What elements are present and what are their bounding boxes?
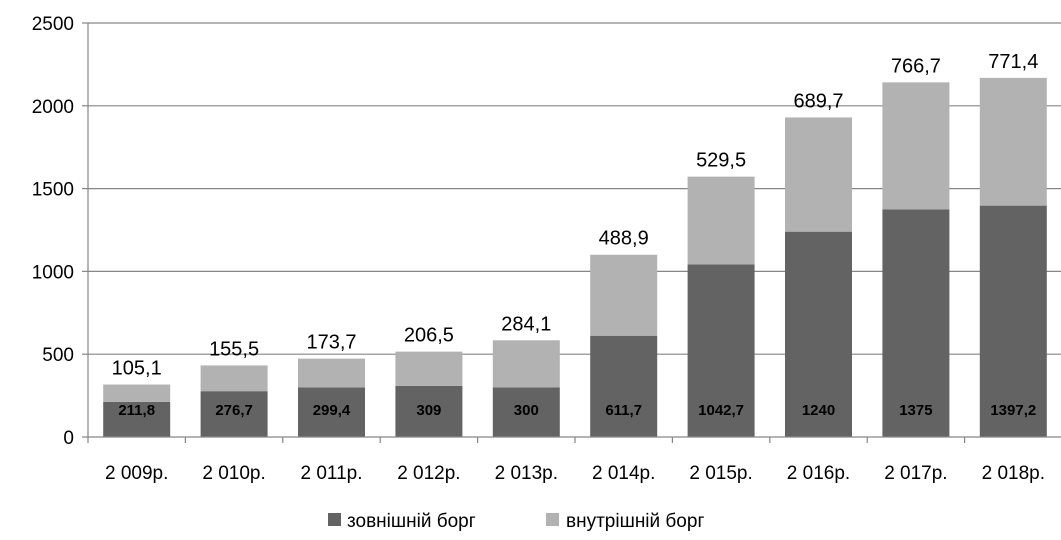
y-axis-tick-labels: 0 500 1000 1500 2000 2500 [32, 14, 74, 449]
x-tick-label: 2 010р. [202, 463, 265, 484]
data-label-external: 309 [416, 402, 441, 419]
data-label-internal: 529,5 [696, 150, 746, 172]
legend-swatch-internal [546, 513, 559, 526]
bar-external-debt [200, 391, 268, 437]
data-label-internal: 105,1 [112, 358, 162, 380]
legend: зовнішній борг внутрішній борг [328, 511, 704, 532]
bar-internal-debt [492, 340, 560, 388]
x-tick-label: 2 016р. [787, 463, 850, 484]
data-label-external: 300 [514, 402, 539, 419]
bar-external-debt [298, 387, 365, 437]
bar-internal-debt [590, 254, 658, 336]
bar-internal-debt [298, 358, 365, 388]
data-label-external: 1042,7 [698, 402, 744, 419]
data-label-external: 211,8 [118, 402, 155, 419]
x-tick-label: 2 014р. [592, 463, 655, 484]
bar-internal-debt [103, 384, 171, 402]
bars [103, 77, 1047, 437]
x-tick-label: 2 015р. [689, 463, 752, 484]
y-tick-label: 1500 [32, 180, 74, 201]
bar-external-debt [492, 387, 560, 437]
data-label-internal: 206,5 [404, 325, 454, 347]
data-label-internal: 488,9 [599, 228, 649, 250]
bar-internal-debt [395, 351, 463, 386]
bar-external-debt [882, 209, 950, 437]
data-label-internal: 284,1 [501, 313, 551, 335]
y-tick-label: 2000 [32, 97, 74, 118]
y-tick-label: 0 [63, 428, 74, 449]
data-label-internal: 771,4 [988, 51, 1038, 73]
legend-label-internal: внутрішній борг [566, 511, 704, 532]
data-labels: 211,8 105,1 276,7 155,5 299,4 173,7 309 206,5 30… [112, 51, 1039, 419]
bar-internal-debt [687, 176, 755, 265]
data-label-external: 276,7 [215, 402, 253, 419]
data-label-external: 611,7 [605, 402, 642, 419]
x-tick-label: 2 018р. [982, 463, 1045, 484]
bar-internal-debt [979, 77, 1047, 206]
bar-external-debt [785, 231, 852, 437]
x-tick-label: 2 011р. [301, 463, 363, 484]
bar-internal-debt [200, 365, 268, 392]
x-tick-label: 2 012р. [397, 463, 460, 484]
bar-external-debt [687, 264, 755, 437]
data-label-external: 1240 [802, 402, 835, 419]
data-label-internal: 155,5 [209, 338, 259, 360]
axes [82, 22, 1061, 443]
y-tick-label: 2500 [32, 14, 74, 35]
data-label-internal: 173,7 [306, 332, 356, 354]
legend-swatch-external [328, 513, 341, 526]
legend-label-external: зовнішній борг [347, 511, 476, 532]
data-label-external: 1375 [899, 402, 932, 419]
bar-internal-debt [882, 82, 950, 210]
bar-external-debt [590, 335, 658, 437]
data-label-internal: 689,7 [793, 90, 843, 112]
bar-external-debt [979, 205, 1047, 437]
x-tick-label: 2 009р. [105, 463, 168, 484]
y-tick-label: 500 [42, 345, 74, 366]
bar-external-debt [395, 385, 463, 437]
bar-internal-debt [785, 117, 852, 232]
bar-external-debt [103, 401, 171, 437]
data-label-external: 299,4 [313, 402, 351, 419]
data-label-internal: 766,7 [891, 55, 941, 77]
x-tick-label: 2 013р. [495, 463, 558, 484]
data-label-external: 1397,2 [990, 402, 1036, 419]
x-tick-label: 2 017р. [884, 463, 947, 484]
x-axis-tick-labels: 2 009р. 2 010р. 2 011р. 2 012р. 2 013р. 2 014… [105, 463, 1045, 484]
y-tick-label: 1000 [32, 262, 74, 283]
